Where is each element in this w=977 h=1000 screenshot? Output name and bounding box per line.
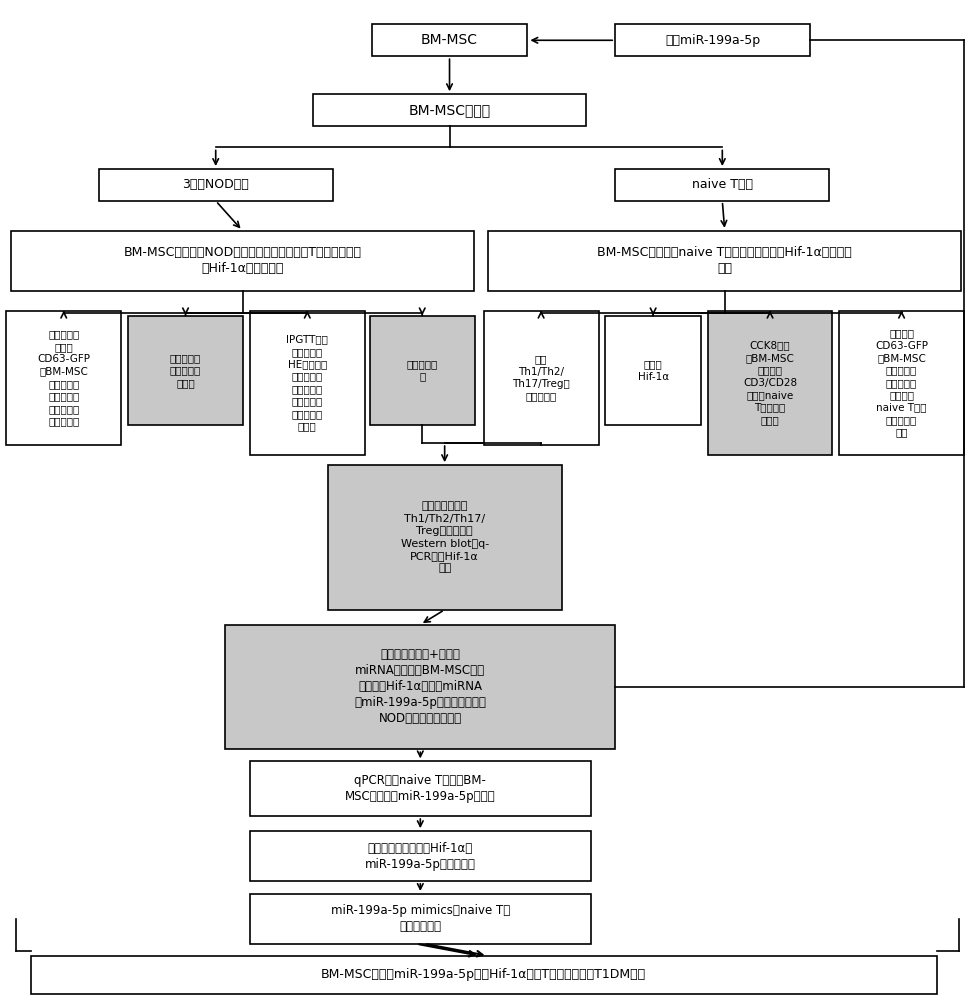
Text: BM-MSC外泌体对naive T细胞分化的影响及Hif-1α在其中的
作用: BM-MSC外泌体对naive T细胞分化的影响及Hif-1α在其中的 作用 (597, 246, 852, 275)
Text: 流式细胞术检测
Th1/Th2/Th17/
Treg细胞比例；
Western blot和q-
PCR检测Hif-1α
表达: 流式细胞术检测 Th1/Th2/Th17/ Treg细胞比例； Western … (401, 501, 488, 573)
Text: 尾静脉注射
过表达
CD63-GFP
的BM-MSC
外泌体，荧
光显微镜观
察脾脏对外
泌体的摄取: 尾静脉注射 过表达 CD63-GFP 的BM-MSC 外泌体，荧 光显微镜观 察… (37, 329, 90, 426)
FancyBboxPatch shape (707, 311, 832, 455)
FancyBboxPatch shape (616, 169, 829, 201)
FancyBboxPatch shape (30, 956, 937, 994)
Text: CCK8法检
测BM-MSC
外泌体对
CD3/CD28
刺激的naive
T细胞增殖
的影响: CCK8法检 测BM-MSC 外泌体对 CD3/CD28 刺激的naive T细… (743, 341, 797, 425)
Text: 构建
Th1/Th2/
Th17/Treg诱
导分化体系: 构建 Th1/Th2/ Th17/Treg诱 导分化体系 (512, 354, 570, 401)
FancyBboxPatch shape (616, 24, 810, 56)
FancyBboxPatch shape (369, 316, 475, 425)
FancyBboxPatch shape (250, 831, 591, 881)
Text: 与过表达
CD63-GFP
的BM-MSC
外泌体共孵
育，荧光显
微镜观察
naive T细胞
对外泌体的
摄取: 与过表达 CD63-GFP 的BM-MSC 外泌体共孵 育，荧光显 微镜观察 n… (875, 328, 928, 437)
FancyBboxPatch shape (314, 94, 586, 126)
FancyBboxPatch shape (11, 231, 474, 291)
Text: BM-MSC外泌体对NOD小鼠糖尿病发病、脾脏T淋巴细胞亚群
和Hif-1α表达的影响: BM-MSC外泌体对NOD小鼠糖尿病发病、脾脏T淋巴细胞亚群 和Hif-1α表达… (123, 246, 361, 275)
FancyBboxPatch shape (128, 316, 243, 425)
FancyBboxPatch shape (488, 231, 961, 291)
FancyBboxPatch shape (371, 24, 528, 56)
FancyBboxPatch shape (484, 311, 599, 445)
Text: BM-MSC外泌体miR-199a-5p通过Hif-1α调控T细胞分化预防T1DM发病: BM-MSC外泌体miR-199a-5p通过Hif-1α调控T细胞分化预防T1D… (321, 968, 646, 981)
Text: 获取脾脏细
胞: 获取脾脏细 胞 (406, 359, 438, 382)
FancyBboxPatch shape (226, 625, 616, 749)
Text: miR-199a-5p mimics对naive T细
胞分化的影响: miR-199a-5p mimics对naive T细 胞分化的影响 (330, 904, 510, 933)
Text: 过表达
Hif-1α: 过表达 Hif-1α (638, 359, 668, 382)
FancyBboxPatch shape (839, 311, 964, 455)
FancyBboxPatch shape (250, 311, 364, 455)
Text: qPCR检测naive T细胞对BM-
MSC外泌体中miR-199a-5p的摄取: qPCR检测naive T细胞对BM- MSC外泌体中miR-199a-5p的摄… (345, 774, 495, 803)
FancyBboxPatch shape (250, 761, 591, 816)
FancyBboxPatch shape (6, 311, 121, 445)
FancyBboxPatch shape (606, 316, 701, 425)
Text: IPGTT检测
胰岛功能、
HE染色和免
疫荧光观察
胰腺组织病
理学变化，
并进行胰岛
炎评分: IPGTT检测 胰岛功能、 HE染色和免 疫荧光观察 胰腺组织病 理学变化， 并… (286, 334, 328, 431)
Text: 检测血糖，
观察小鼠发
病情况: 检测血糖， 观察小鼠发 病情况 (170, 353, 201, 388)
Text: BM-MSC外泌体: BM-MSC外泌体 (408, 103, 490, 117)
FancyBboxPatch shape (250, 894, 591, 944)
Text: 生物信息学分析+外泌体
miRNA测序寻找BM-MSC外泌
体中调控Hif-1α表达的miRNA
（miR-199a-5p），并验证其在
NOD小鼠发病中的作用: 生物信息学分析+外泌体 miRNA测序寻找BM-MSC外泌 体中调控Hif-1α… (355, 648, 487, 725)
Text: 沉默miR-199a-5p: 沉默miR-199a-5p (665, 34, 760, 47)
Text: BM-MSC: BM-MSC (421, 33, 478, 47)
Text: 双荧光素酶试验验证Hif-1α与
miR-199a-5p的调控关系: 双荧光素酶试验验证Hif-1α与 miR-199a-5p的调控关系 (364, 842, 476, 871)
Text: naive T细胞: naive T细胞 (692, 178, 753, 191)
Text: 3周龄NOD小鼠: 3周龄NOD小鼠 (183, 178, 249, 191)
FancyBboxPatch shape (99, 169, 332, 201)
FancyBboxPatch shape (327, 465, 562, 610)
